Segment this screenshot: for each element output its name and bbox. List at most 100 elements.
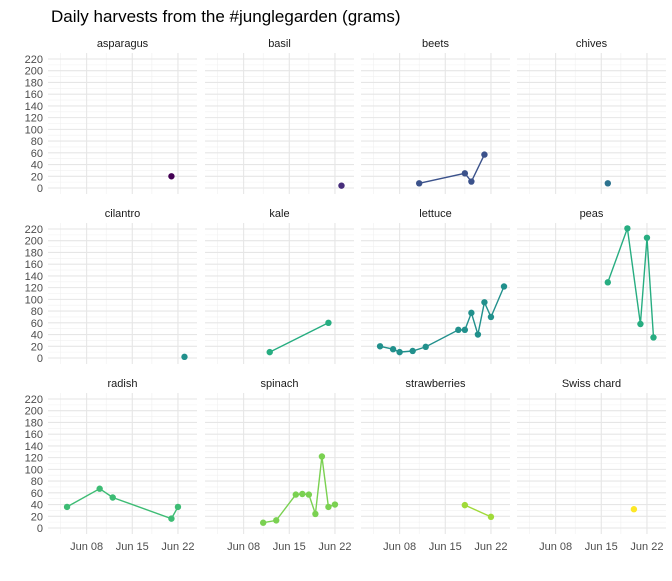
data-point: [461, 170, 469, 177]
y-tick-label: 80: [31, 306, 43, 318]
series-line: [263, 456, 336, 524]
facet-label: chives: [576, 38, 608, 50]
y-tick-label: 40: [31, 500, 43, 512]
data-point: [468, 309, 475, 317]
x-tick-label: Jun 15: [429, 541, 462, 553]
data-point: [312, 510, 319, 518]
data-point: [409, 347, 416, 355]
facet-panel: lettuce: [361, 208, 510, 364]
facet-panel: peas: [517, 208, 666, 364]
y-tick-label: 160: [25, 259, 43, 271]
x-tick-label: Jun 08: [227, 541, 260, 553]
y-tick-label: 220: [25, 54, 43, 66]
y-tick-label: 20: [31, 341, 43, 353]
data-point: [63, 503, 71, 511]
x-tick-label: Jun 15: [585, 541, 618, 553]
data-point: [338, 182, 345, 189]
facet-label: beets: [422, 38, 449, 50]
facet-panel: beets: [361, 38, 510, 194]
facet-label: Swiss chard: [562, 378, 621, 390]
data-point: [266, 348, 273, 356]
y-tick-label: 0: [37, 183, 43, 195]
data-point: [643, 234, 651, 241]
y-tick-label: 60: [31, 148, 43, 160]
facet-label: asparagus: [97, 38, 149, 50]
y-tick-label: 0: [37, 353, 43, 365]
y-tick-label: 20: [31, 171, 43, 183]
data-point: [461, 501, 469, 509]
data-point: [422, 343, 429, 351]
series-line: [379, 286, 505, 353]
y-tick-label: 140: [25, 271, 43, 283]
facet-label: cilantro: [105, 208, 140, 220]
x-tick-label: Jun 08: [539, 541, 572, 553]
y-tick-label: 100: [25, 464, 43, 476]
facet-label: peas: [580, 208, 604, 220]
data-point: [325, 319, 332, 327]
data-point: [624, 225, 631, 232]
data-point: [487, 513, 495, 521]
data-point: [318, 453, 326, 460]
y-tick-label: 180: [25, 247, 43, 259]
y-tick-label: 100: [25, 294, 43, 306]
facet-panel: strawberries Jun 08 Jun 15 Jun 22: [361, 378, 510, 553]
y-tick-label: 40: [31, 330, 43, 342]
data-point: [174, 503, 182, 511]
y-tick-label: 80: [31, 136, 43, 148]
facet-panel: spinach Jun 08 Jun 15 Jun 22: [205, 378, 354, 553]
facet-panel: Swiss chard Jun 08 Jun 15 Jun 22: [517, 378, 666, 553]
y-tick-label: 140: [25, 441, 43, 453]
data-point: [396, 348, 403, 356]
x-tick-label: Jun 22: [630, 541, 663, 553]
data-point: [376, 343, 384, 350]
data-point: [650, 334, 657, 341]
facet-label: radish: [108, 378, 138, 390]
facet-label: strawberries: [406, 378, 466, 390]
y-tick-label: 160: [25, 89, 43, 101]
data-point: [299, 490, 306, 498]
data-point: [630, 506, 638, 513]
data-point: [331, 501, 339, 508]
x-tick-label: Jun 08: [383, 541, 416, 553]
y-tick-label: 180: [25, 77, 43, 89]
data-point: [415, 180, 423, 187]
data-point: [474, 331, 482, 338]
data-point: [168, 515, 175, 522]
data-point: [96, 485, 103, 492]
x-tick-label: Jun 15: [273, 541, 306, 553]
y-tick-label: 40: [31, 160, 43, 172]
y-tick-label: 180: [25, 417, 43, 429]
y-tick-label: 20: [31, 511, 43, 523]
data-point: [389, 346, 397, 353]
x-tick-label: Jun 22: [161, 541, 194, 553]
data-point: [637, 320, 644, 328]
facet-panel: chives: [517, 38, 666, 194]
y-tick-label: 140: [25, 101, 43, 113]
y-tick-label: 120: [25, 113, 43, 125]
facet-label: kale: [269, 208, 289, 220]
data-point: [109, 494, 116, 501]
facet-panel: kale: [205, 208, 354, 364]
x-tick-label: Jun 08: [70, 541, 103, 553]
series-line: [464, 504, 492, 518]
y-tick-label: 60: [31, 488, 43, 500]
y-tick-label: 200: [25, 406, 43, 418]
y-tick-label: 60: [31, 318, 43, 330]
series-line: [419, 154, 486, 184]
data-point: [604, 180, 612, 187]
data-point: [168, 173, 175, 180]
facet-label: lettuce: [419, 208, 451, 220]
y-tick-label: 120: [25, 283, 43, 295]
data-point: [455, 326, 462, 334]
y-tick-label: 200: [25, 66, 43, 78]
data-point: [468, 178, 475, 185]
data-point: [461, 326, 469, 334]
y-tick-label: 0: [37, 523, 43, 535]
facet-label: spinach: [261, 378, 299, 390]
y-tick-label: 80: [31, 476, 43, 488]
